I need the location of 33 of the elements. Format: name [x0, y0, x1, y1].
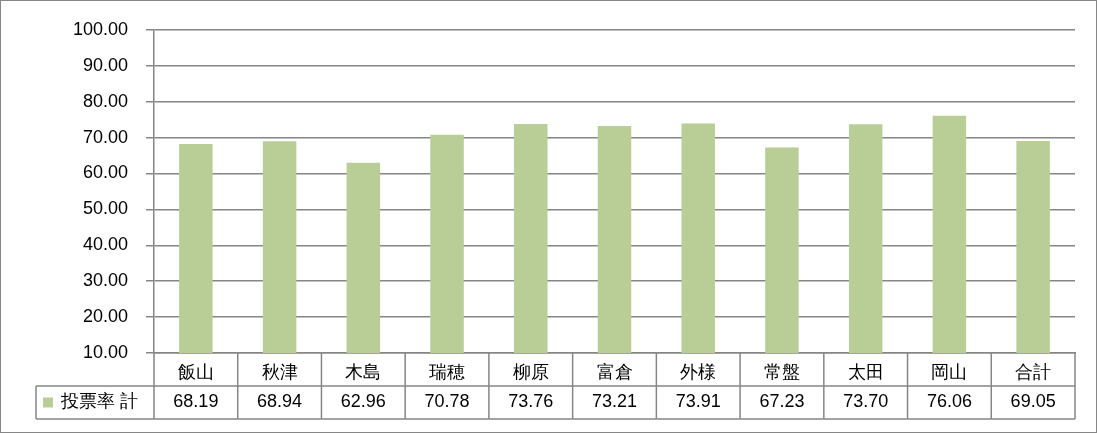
data-label: 68.94 [257, 391, 303, 412]
data-label: 73.21 [591, 391, 638, 412]
x-tick-label: 岡山 [931, 361, 968, 382]
x-tick-label: 柳原 [512, 361, 549, 382]
y-tick-label: 90.00 [82, 54, 128, 75]
data-label: 68.19 [173, 391, 219, 412]
x-tick-label: 秋津 [261, 361, 298, 382]
y-tick-label: 50.00 [82, 198, 128, 219]
data-label: 73.70 [843, 391, 889, 412]
x-tick-label: 富倉 [596, 361, 633, 382]
x-tick-label: 太田 [847, 361, 884, 382]
legend-label: 投票率 計 [60, 391, 139, 412]
y-tick-label: 40.00 [82, 234, 128, 255]
y-tick-label: 30.00 [82, 270, 128, 291]
y-tick-label: 70.00 [82, 126, 128, 147]
x-tick-label: 木島 [345, 361, 382, 382]
x-tick-label: 外様 [680, 361, 717, 382]
x-tick-label: 飯山 [177, 361, 214, 382]
y-tick-label: 10.00 [82, 341, 128, 362]
x-tick-label: 瑞穂 [429, 361, 466, 382]
y-tick-label: 60.00 [82, 162, 128, 183]
data-label: 62.96 [340, 391, 386, 412]
y-tick-label: 20.00 [82, 306, 128, 327]
data-label: 73.91 [675, 391, 721, 412]
x-tick-label: 常盤 [763, 361, 800, 382]
data-label: 67.23 [759, 391, 805, 412]
data-label: 70.78 [424, 391, 470, 412]
y-tick-label: 80.00 [82, 90, 128, 111]
y-tick-label: 100.00 [72, 18, 128, 39]
data-label: 73.76 [508, 391, 554, 412]
data-label: 69.05 [1010, 391, 1056, 412]
x-tick-label: 合計 [1015, 361, 1052, 382]
data-label: 76.06 [926, 391, 972, 412]
